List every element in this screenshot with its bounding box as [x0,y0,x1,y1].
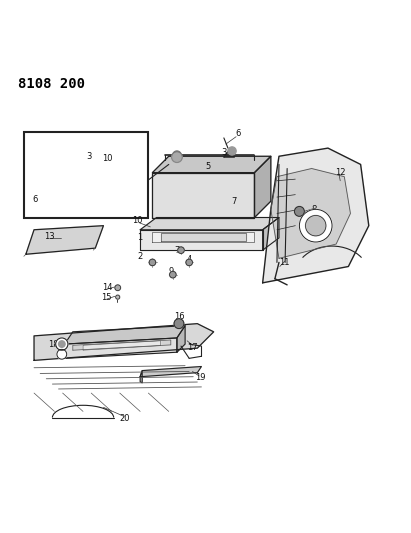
Text: 8108 200: 8108 200 [18,77,85,91]
Circle shape [174,319,184,328]
Polygon shape [140,217,279,230]
Text: 17: 17 [187,343,198,352]
Circle shape [295,206,304,216]
Polygon shape [140,367,201,377]
Polygon shape [177,326,185,352]
Text: 13: 13 [44,232,55,241]
Circle shape [170,271,176,278]
Circle shape [115,285,120,290]
Text: 18: 18 [48,340,59,349]
Text: 3: 3 [86,152,92,161]
Polygon shape [67,165,79,177]
Polygon shape [161,233,246,241]
Text: 19: 19 [195,373,206,382]
Text: 6: 6 [32,195,38,204]
Circle shape [57,349,67,359]
Text: 15: 15 [101,294,111,302]
Polygon shape [83,341,161,350]
Text: 2: 2 [138,252,143,261]
Polygon shape [152,173,254,217]
Polygon shape [263,217,279,250]
Text: 14: 14 [102,283,112,292]
Text: 8: 8 [311,205,316,214]
Circle shape [228,147,236,155]
Text: 10: 10 [132,216,143,225]
Polygon shape [26,225,104,254]
Circle shape [173,151,181,159]
Circle shape [172,152,182,163]
Polygon shape [271,168,351,259]
Circle shape [178,247,184,253]
Circle shape [299,209,332,242]
Text: 11: 11 [279,258,290,267]
Polygon shape [140,230,263,250]
Text: 16: 16 [174,312,185,321]
Text: 5: 5 [205,162,210,171]
Polygon shape [254,156,271,217]
Circle shape [115,295,120,299]
Polygon shape [152,232,254,242]
Circle shape [58,341,65,348]
Circle shape [173,153,181,161]
Polygon shape [224,150,235,157]
Polygon shape [34,324,214,360]
Polygon shape [263,148,369,283]
Bar [24,132,148,217]
Text: 7: 7 [174,246,180,255]
Polygon shape [32,195,142,212]
Circle shape [186,259,192,265]
Circle shape [149,259,156,265]
Text: 4: 4 [187,255,192,264]
Circle shape [55,338,68,350]
Text: 3: 3 [221,148,226,157]
Polygon shape [73,340,171,350]
Polygon shape [140,370,142,383]
Circle shape [305,215,326,236]
Text: 20: 20 [120,414,130,423]
Polygon shape [83,160,99,177]
Polygon shape [65,326,185,344]
Text: 12: 12 [335,168,346,177]
Text: 7: 7 [231,197,237,206]
Polygon shape [152,156,271,173]
Text: 9: 9 [168,267,173,276]
Polygon shape [65,338,177,358]
Text: 1: 1 [138,233,143,243]
Text: 10: 10 [102,154,113,163]
Text: 6: 6 [236,130,241,139]
Polygon shape [48,177,118,195]
